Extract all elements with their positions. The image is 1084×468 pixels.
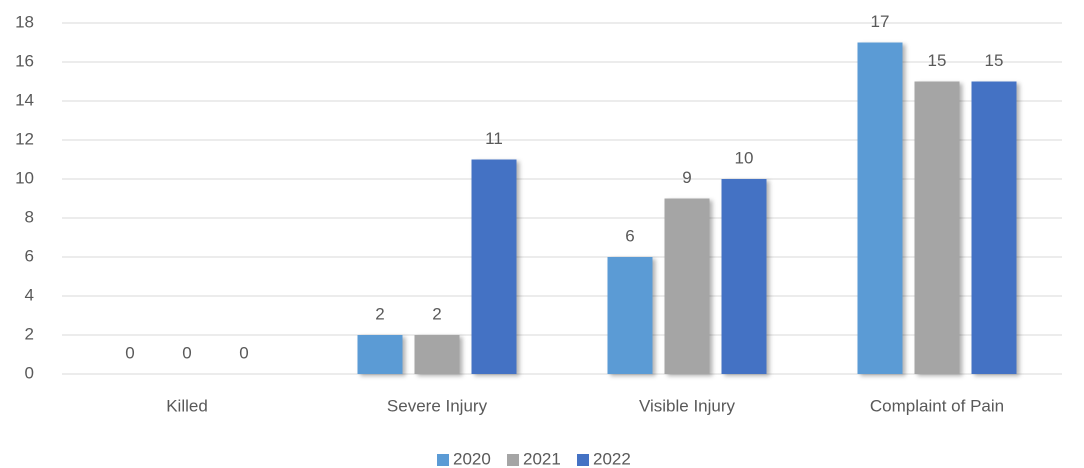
- legend-swatch: [437, 454, 449, 466]
- y-tick-label: 14: [15, 90, 34, 109]
- data-label: 15: [985, 51, 1004, 70]
- bar: [721, 179, 767, 374]
- data-label: 0: [239, 343, 248, 362]
- x-tick-label: Severe Injury: [387, 396, 488, 415]
- bar: [857, 42, 903, 374]
- legend-swatch: [507, 454, 519, 466]
- bar: [971, 81, 1017, 374]
- x-tick-label: Visible Injury: [639, 396, 736, 415]
- data-label: 0: [182, 343, 191, 362]
- data-label: 17: [871, 12, 890, 31]
- data-label: 11: [485, 129, 503, 148]
- bar: [471, 159, 517, 374]
- x-tick-label: Killed: [166, 396, 208, 415]
- data-label: 6: [625, 226, 634, 245]
- bar: [357, 335, 403, 374]
- bar: [414, 335, 460, 374]
- y-tick-label: 10: [15, 168, 34, 187]
- y-tick-label: 6: [25, 246, 34, 265]
- legend-swatch: [577, 454, 589, 466]
- legend-label: 2021: [523, 449, 561, 468]
- y-tick-label: 4: [25, 285, 34, 304]
- bar: [607, 257, 653, 374]
- y-tick-label: 16: [15, 51, 34, 70]
- y-tick-label: 8: [25, 207, 34, 226]
- x-tick-label: Complaint of Pain: [870, 396, 1004, 415]
- y-tick-label: 0: [25, 363, 34, 382]
- legend-label: 2022: [593, 449, 631, 468]
- data-label: 2: [432, 304, 441, 323]
- data-label: 9: [682, 168, 691, 187]
- y-tick-label: 12: [15, 129, 34, 148]
- legend-label: 2020: [453, 449, 491, 468]
- y-tick-label: 2: [25, 324, 34, 343]
- data-label: 0: [125, 343, 134, 362]
- data-label: 15: [928, 51, 947, 70]
- bar: [664, 198, 710, 374]
- y-tick-label: 18: [15, 12, 34, 31]
- data-label: 2: [375, 304, 384, 323]
- data-label: 10: [735, 148, 754, 167]
- bar: [914, 81, 960, 374]
